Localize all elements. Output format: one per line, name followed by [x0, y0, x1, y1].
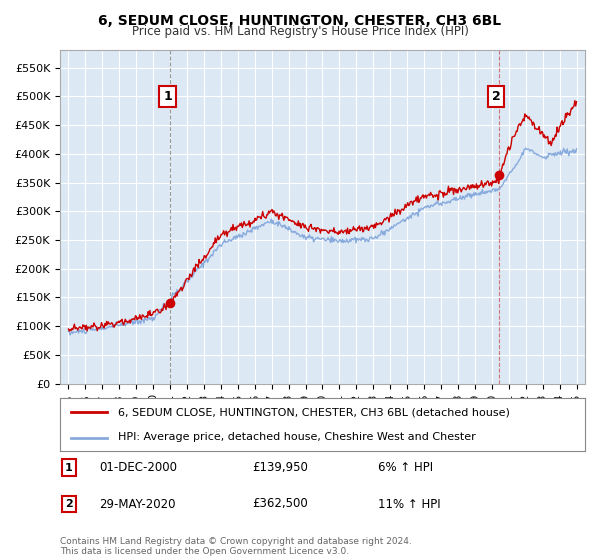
Text: £362,500: £362,500	[252, 497, 308, 511]
Text: 6, SEDUM CLOSE, HUNTINGTON, CHESTER, CH3 6BL (detached house): 6, SEDUM CLOSE, HUNTINGTON, CHESTER, CH3…	[118, 408, 509, 418]
Text: £139,950: £139,950	[252, 461, 308, 474]
Text: 1: 1	[163, 90, 172, 103]
Text: 2: 2	[65, 499, 73, 509]
Text: 2: 2	[492, 90, 500, 103]
Text: 1: 1	[65, 463, 73, 473]
Text: Price paid vs. HM Land Registry's House Price Index (HPI): Price paid vs. HM Land Registry's House …	[131, 25, 469, 38]
Text: Contains HM Land Registry data © Crown copyright and database right 2024.: Contains HM Land Registry data © Crown c…	[60, 537, 412, 546]
Text: HPI: Average price, detached house, Cheshire West and Chester: HPI: Average price, detached house, Ches…	[118, 432, 476, 442]
Text: 29-MAY-2020: 29-MAY-2020	[99, 497, 176, 511]
Text: 6% ↑ HPI: 6% ↑ HPI	[378, 461, 433, 474]
Text: This data is licensed under the Open Government Licence v3.0.: This data is licensed under the Open Gov…	[60, 547, 349, 556]
Text: 11% ↑ HPI: 11% ↑ HPI	[378, 497, 440, 511]
Text: 01-DEC-2000: 01-DEC-2000	[99, 461, 177, 474]
Text: 6, SEDUM CLOSE, HUNTINGTON, CHESTER, CH3 6BL: 6, SEDUM CLOSE, HUNTINGTON, CHESTER, CH3…	[98, 14, 502, 28]
